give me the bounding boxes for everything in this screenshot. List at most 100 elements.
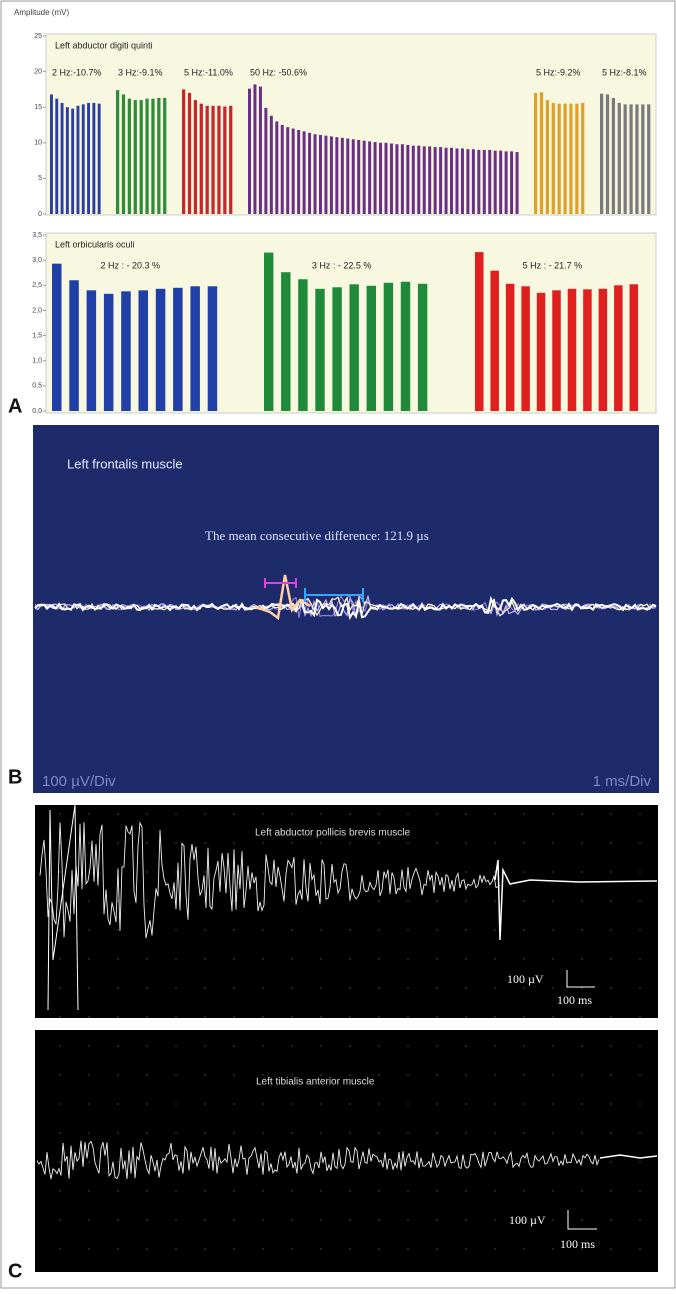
y-tick-label: 15 (34, 104, 42, 111)
bar (598, 288, 608, 411)
bar (291, 128, 295, 214)
bar (205, 105, 209, 214)
waveform (34, 595, 657, 621)
y-tick-label: 3,5 (32, 232, 42, 239)
marker (304, 588, 364, 602)
bar (258, 86, 262, 214)
bar (534, 92, 538, 214)
bar (482, 149, 486, 214)
bar (207, 286, 218, 411)
bar (505, 283, 515, 411)
bar (223, 106, 227, 214)
bar (539, 92, 544, 214)
bar (499, 150, 503, 214)
bar (269, 115, 273, 214)
bar (493, 150, 497, 214)
scale-bar (566, 970, 595, 988)
bar (551, 102, 555, 214)
bar (581, 102, 585, 214)
y-tick-label: 25 (34, 33, 42, 40)
bar (635, 104, 639, 214)
bar (395, 144, 399, 214)
x-scale: 100 ms (557, 993, 592, 1007)
bar (286, 127, 290, 214)
bar (253, 84, 257, 214)
bar (433, 147, 437, 214)
bar (55, 98, 59, 214)
bar (400, 144, 404, 214)
waveform (599, 1154, 658, 1159)
bar (297, 129, 301, 214)
bar (318, 134, 322, 214)
marker (264, 578, 297, 588)
bar (155, 288, 166, 411)
bar (379, 142, 383, 214)
y-scale: 100 µV (509, 1213, 546, 1227)
bar (471, 149, 475, 214)
bar (103, 293, 114, 411)
bar (545, 100, 550, 214)
group-label: 3 Hz:-9.1% (118, 67, 163, 77)
bar (629, 104, 633, 214)
y-tick-label: 3,0 (32, 257, 42, 264)
bar (52, 263, 62, 411)
annotation: The mean consecutive difference: 121.9 µ… (205, 528, 429, 543)
bar (460, 148, 464, 214)
y-tick-label: 0,0 (32, 408, 42, 415)
bar (406, 144, 410, 214)
trace-title: Left tibialis anterior muscle (256, 1077, 375, 1088)
bar (600, 93, 604, 214)
bar (71, 108, 75, 214)
bar (199, 103, 203, 214)
y-scale: 100 µV/Div (42, 773, 116, 790)
waveform (47, 804, 79, 1011)
bar (217, 105, 221, 214)
bar (127, 98, 132, 214)
bar (411, 145, 415, 214)
bar (340, 137, 344, 214)
panel-label: C (8, 1260, 22, 1282)
spike (254, 574, 311, 621)
bar (138, 290, 149, 411)
bar (488, 149, 492, 214)
bar (557, 103, 561, 214)
bar (121, 291, 131, 411)
bar (346, 138, 350, 214)
y-tick-label: 2,5 (32, 282, 42, 289)
bar (475, 252, 484, 411)
bar (133, 100, 137, 214)
group-label: 2 Hz : - 20.3 % (100, 260, 160, 270)
bar (60, 102, 64, 214)
bar (229, 105, 233, 214)
bar (163, 97, 167, 214)
y-tick-label: 5 (38, 175, 42, 182)
bar (81, 104, 85, 214)
bar (439, 147, 443, 214)
bar (281, 272, 291, 411)
bar (190, 286, 200, 411)
bar (389, 143, 393, 214)
bar (324, 135, 328, 214)
bar (641, 104, 645, 214)
bar (569, 103, 573, 214)
chart-title: Left abductor digiti quinti (55, 40, 153, 50)
bar (647, 104, 651, 214)
bar (384, 142, 388, 214)
scale-bar (567, 1210, 597, 1230)
bar (351, 139, 355, 214)
y-tick-label: 1,0 (32, 358, 42, 365)
panel-label: B (8, 766, 22, 788)
bar (366, 285, 377, 411)
group-label: 5 Hz : - 21.7 % (523, 260, 583, 270)
bar (383, 282, 394, 411)
y-tick-label: 0 (38, 211, 42, 218)
bar (173, 287, 183, 411)
bar (332, 287, 342, 411)
bar (308, 132, 312, 214)
y-tick-label: 0,5 (32, 383, 42, 390)
bar (187, 92, 192, 214)
bar (455, 148, 459, 214)
bar (629, 284, 639, 411)
bar (280, 125, 284, 214)
bar (552, 290, 561, 411)
